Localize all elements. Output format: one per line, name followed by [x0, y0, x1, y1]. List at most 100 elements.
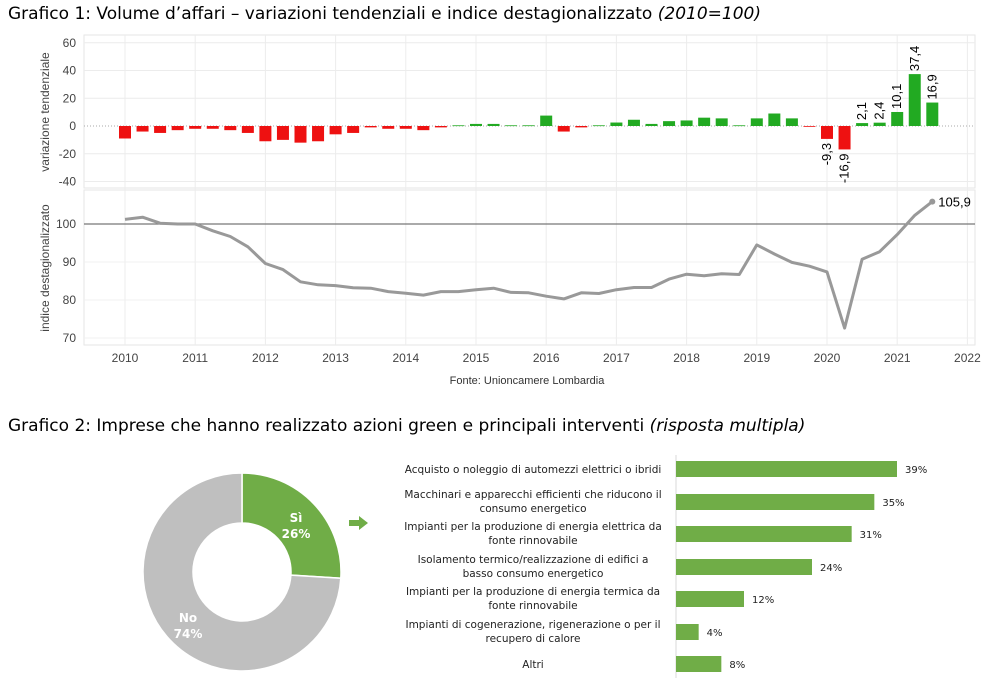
bar [136, 126, 149, 132]
hbar-category-label: basso consumo energetico [463, 568, 604, 580]
hbar-category-label: recupero di calore [486, 633, 581, 645]
bar [241, 126, 254, 133]
bar [557, 126, 570, 132]
hbar-category-label: fonte rinnovabile [488, 600, 577, 612]
bar [715, 118, 728, 126]
donut-label: Sì [290, 511, 303, 525]
line-y-tick: 70 [63, 331, 77, 345]
donut-slice-no [142, 472, 342, 672]
bar [189, 126, 202, 129]
bar [891, 111, 904, 126]
x-tick-label: 2019 [743, 351, 770, 365]
bar [645, 123, 658, 126]
source-note: Fonte: Unioncamere Lombardia [450, 375, 606, 387]
bar-data-label: 10,1 [889, 84, 904, 109]
x-tick-label: 2011 [182, 351, 208, 365]
bar [873, 122, 886, 126]
hbar-value-label: 24% [820, 563, 842, 574]
bar-data-label: 2,1 [854, 102, 869, 120]
bar [926, 102, 939, 126]
hbar-value-label: 35% [882, 498, 904, 509]
hbar-value-label: 4% [707, 628, 723, 639]
donut-label: No [179, 611, 197, 625]
x-tick-label: 2014 [392, 351, 419, 365]
bar [224, 126, 237, 131]
bar [610, 122, 623, 126]
bar-data-label: 37,4 [907, 46, 922, 71]
chart2-title-note: (risposta multipla) [649, 416, 806, 436]
bar [452, 125, 465, 127]
x-tick-label: 2021 [884, 351, 911, 365]
line-y-tick: 90 [63, 255, 77, 269]
bar [417, 126, 430, 131]
bar [592, 125, 605, 127]
hbar-value-label: 8% [729, 660, 745, 671]
bar [154, 126, 167, 133]
volume-chart: -40 -20 0 20 40 60 70 80 90 100 variazione tendenz… [38, 34, 981, 387]
hbar-value-label: 39% [905, 465, 927, 476]
hbar [676, 461, 897, 477]
bar [750, 118, 763, 126]
bar [259, 126, 272, 142]
bar [347, 126, 360, 133]
bar [434, 126, 447, 128]
hbar [676, 656, 722, 672]
bar [505, 125, 518, 127]
index-end-label: 105,9 [938, 195, 971, 210]
bar-y-tick: -20 [59, 147, 77, 161]
bar [119, 126, 131, 139]
bar [382, 126, 395, 129]
bar-y-tick: 40 [63, 64, 77, 78]
bar-y-tick: 0 [69, 119, 76, 133]
bar [856, 123, 869, 126]
arrow-right-icon [349, 516, 368, 530]
donut-value-label: 26% [282, 527, 311, 541]
bar [171, 126, 184, 131]
hbar-category-label: Altri [522, 659, 543, 671]
x-tick-label: 2017 [603, 351, 630, 365]
bar [663, 121, 676, 126]
bar [785, 118, 798, 126]
line-y-axis-label: indice destagionalizzato [38, 204, 52, 332]
bar [312, 126, 325, 142]
bar-data-label: 16,9 [924, 74, 939, 99]
x-tick-label: 2012 [252, 351, 279, 365]
bar [470, 123, 482, 126]
bar [540, 115, 553, 126]
line-y-tick: 100 [56, 217, 76, 231]
bar [838, 126, 851, 150]
chart2-title: Grafico 2: Imprese che hanno realizzato … [8, 416, 805, 436]
bar [487, 123, 500, 126]
hbar-category-label: Isolamento termico/realizzazione di edif… [418, 554, 649, 566]
line-y-tick: 80 [63, 293, 77, 307]
hbar [676, 526, 852, 542]
bar-data-label: 2,4 [872, 102, 887, 120]
index-end-point [929, 198, 936, 205]
hbar-category-label: Macchinari e apparecchi efficienti che r… [404, 489, 661, 501]
chart1-title: Grafico 1: Volume d’affari – variazioni … [8, 4, 761, 24]
hbar-category-label: Acquisto o noleggio di automezzi elettri… [405, 464, 662, 476]
bar-data-label: -9,3 [819, 143, 834, 165]
bar [399, 126, 412, 129]
bar [294, 126, 307, 143]
hbar [676, 559, 812, 575]
hbar [676, 624, 699, 640]
bar [329, 126, 342, 135]
x-tick-label: 2015 [463, 351, 490, 365]
bar [276, 126, 289, 140]
hbar-category-label: Impianti per la produzione di energia te… [406, 586, 660, 598]
bar [821, 126, 833, 139]
x-tick-label: 2013 [322, 351, 349, 365]
bar [768, 113, 781, 126]
bar [627, 119, 640, 126]
chart1-title-note: (2010=100) [657, 4, 761, 24]
bar [575, 126, 588, 128]
x-tick-label: 2010 [112, 351, 139, 365]
donut-value-label: 74% [174, 627, 203, 641]
hbar [676, 494, 875, 510]
bar [680, 120, 693, 126]
x-tick-label: 2016 [533, 351, 560, 365]
hbar-category-label: Impianti di cogenerazione, rigenerazione… [405, 619, 660, 631]
x-tick-label: 2022 [954, 351, 981, 365]
bar-y-tick: 60 [63, 36, 77, 50]
